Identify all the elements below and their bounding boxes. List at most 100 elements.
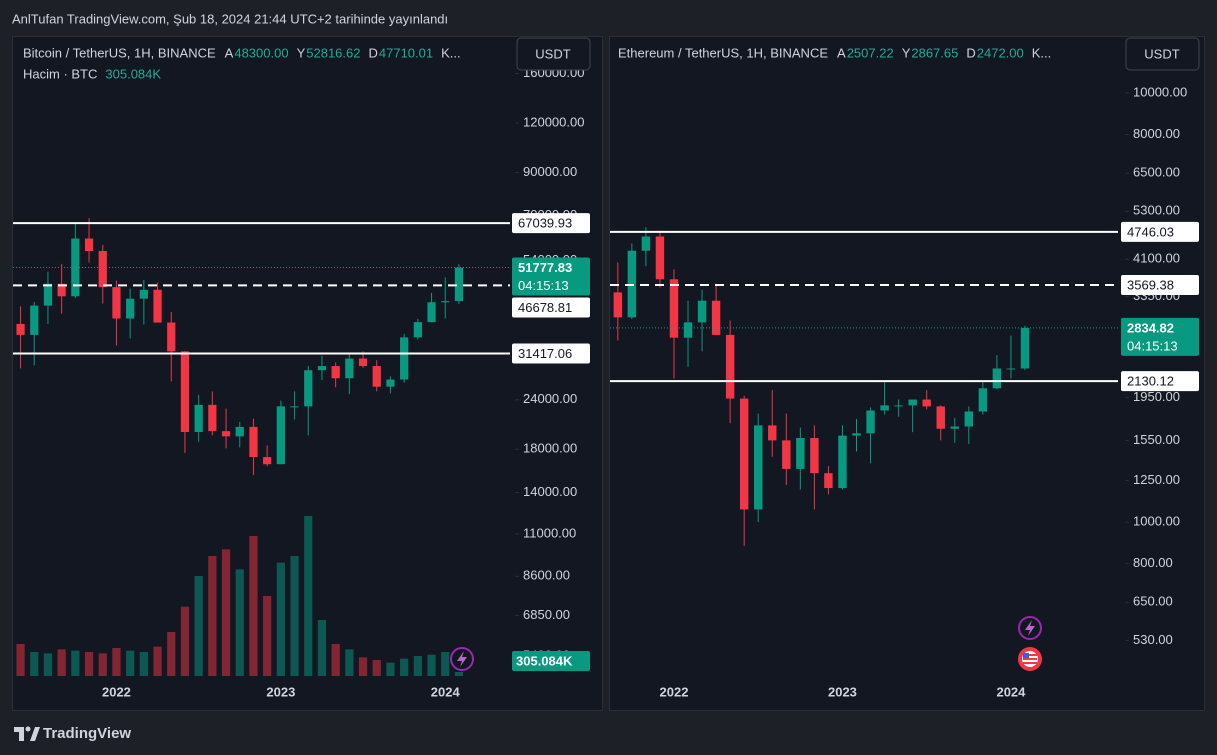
- x-tick-label: 2024: [431, 684, 461, 699]
- alert-icon[interactable]: [450, 647, 474, 671]
- candle-body: [235, 426, 244, 437]
- currency-button[interactable]: [516, 37, 591, 71]
- y-tick-label: 120000.00: [523, 114, 584, 129]
- volume-bar: [30, 652, 39, 676]
- countdown-label: 04:15:13: [518, 278, 569, 293]
- legend-text: K...: [441, 45, 461, 60]
- candle-body: [711, 300, 721, 335]
- candle-body: [43, 283, 53, 306]
- volume-bar: [276, 562, 285, 676]
- candle-body: [221, 431, 231, 437]
- candle-body: [866, 410, 875, 434]
- volume-bar: [16, 644, 25, 676]
- volume-bar: [139, 652, 148, 676]
- legend-text: 47710.01: [379, 45, 433, 60]
- volume-bar: [235, 569, 244, 676]
- candle-body: [249, 426, 258, 458]
- candle-body: [725, 334, 735, 399]
- y-tick-label: 1550.00: [1133, 432, 1180, 447]
- candle-body: [655, 236, 665, 280]
- last-price-label: 51777.83: [518, 260, 572, 275]
- y-tick-label: 4100.00: [1133, 251, 1180, 266]
- candle-body: [98, 251, 107, 288]
- candle-body: [358, 358, 368, 367]
- legend-text: 48300.00: [234, 45, 288, 60]
- candle-body: [768, 425, 777, 441]
- volume-value-box: [512, 651, 590, 671]
- candle-body: [641, 236, 651, 251]
- candle-body: [894, 405, 903, 407]
- footer-brand: TradingView: [43, 725, 131, 742]
- price-level-label: 3569.38: [1127, 277, 1174, 292]
- plot-area: [16, 218, 464, 676]
- candle-body: [16, 323, 25, 335]
- volume-bar: [208, 556, 217, 676]
- y-tick-label: 24000.00: [523, 391, 577, 406]
- y-tick-label: 6850.00: [523, 607, 570, 622]
- candle-body: [978, 388, 988, 412]
- currency-label: USDT: [535, 46, 570, 61]
- volume-bar: [372, 660, 381, 676]
- candle-body: [208, 404, 217, 432]
- candle-body: [782, 440, 791, 469]
- last-price-label: 2834.82: [1127, 320, 1174, 335]
- candle-body: [852, 433, 861, 436]
- price-level-label-box: [1121, 371, 1199, 392]
- volume-bar: [112, 648, 121, 676]
- volume-bar: [57, 649, 66, 676]
- candle-body: [317, 366, 327, 371]
- price-level-label: 31417.06: [518, 346, 572, 361]
- candle-body: [331, 366, 340, 379]
- legend-text: 2867.65: [911, 45, 958, 60]
- price-level-label-box: [1121, 274, 1199, 295]
- candle-body: [427, 302, 436, 323]
- candle-body: [838, 435, 847, 489]
- price-level-label: 46678.81: [518, 300, 572, 315]
- candle-body: [908, 399, 917, 406]
- price-level-label-box: [1121, 221, 1199, 242]
- y-tick-label: 14000.00: [523, 484, 577, 499]
- price-level-label-box: [512, 297, 590, 318]
- y-tick-label: 6500.00: [1133, 165, 1180, 180]
- tradingview-logo: [14, 726, 40, 741]
- volume-bar: [386, 662, 395, 676]
- volume-bar: [400, 658, 409, 676]
- x-tick-label: 2023: [828, 684, 857, 699]
- currency-button[interactable]: [1125, 37, 1200, 71]
- volume-bar: [304, 516, 313, 676]
- candle-body: [754, 425, 763, 510]
- y-tick-label: 1250.00: [1133, 472, 1180, 487]
- volume-bar: [345, 649, 354, 676]
- countdown-label: 04:15:13: [1127, 338, 1178, 353]
- legend-text: Y: [297, 45, 306, 60]
- y-tick-label: 8000.00: [1133, 126, 1180, 141]
- legend-text: D: [368, 45, 377, 60]
- volume-bar: [413, 656, 422, 676]
- legend-text: 52816.62: [306, 45, 360, 60]
- volume-bar: [441, 652, 450, 676]
- candle-body: [880, 405, 889, 411]
- candle-body: [30, 305, 39, 335]
- legend-text: Hacim · BTC: [23, 66, 97, 81]
- y-tick-label: 1000.00: [1133, 513, 1180, 528]
- y-tick-label: 18000.00: [523, 441, 577, 456]
- candle-body: [112, 287, 121, 319]
- volume-bar: [290, 556, 299, 676]
- last-price-box: [512, 257, 590, 296]
- y-tick-label: 5300.00: [1133, 203, 1180, 218]
- volume-bar: [194, 576, 203, 676]
- candle-body: [810, 437, 819, 474]
- volume-bar: [126, 650, 135, 676]
- alert-icon[interactable]: [1018, 616, 1042, 640]
- x-tick-label: 2024: [996, 684, 1026, 699]
- volume-bar: [167, 632, 176, 676]
- volume-bar: [180, 606, 190, 676]
- publish-header: AnlTufan TradingView.com, Şub 18, 2024 2…: [12, 11, 448, 26]
- y-tick-label: 530.00: [1133, 632, 1173, 647]
- candle-body: [400, 337, 409, 380]
- y-tick-label: 10000.00: [1133, 84, 1187, 99]
- candle-body: [263, 457, 272, 465]
- event-flag-icon[interactable]: [1018, 647, 1042, 671]
